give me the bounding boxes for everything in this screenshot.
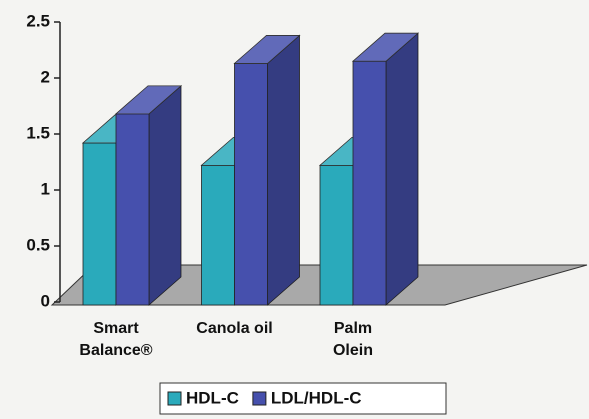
- legend-swatch: [167, 391, 182, 406]
- bar-front: [234, 63, 268, 306]
- y-tick-label: 1: [41, 179, 50, 198]
- x-tick-label: Canola oil: [196, 320, 273, 337]
- x-tick-label: Palm Olein: [332, 320, 373, 359]
- y-tick-label: 0.5: [26, 235, 50, 254]
- bar-top: [233, 35, 301, 64]
- y-tick-label: 2.5: [26, 11, 50, 30]
- legend-swatch: [252, 391, 267, 406]
- y-tick-label: 2: [41, 67, 50, 86]
- bar-front: [82, 142, 117, 306]
- y-tick-label: 1.5: [26, 123, 50, 142]
- bar-side-shade: [149, 85, 181, 305]
- bar-top-light: [353, 33, 418, 62]
- floor: [50, 264, 588, 306]
- bar-front: [319, 164, 354, 306]
- bar-front: [352, 60, 387, 306]
- legend-label: LDL/HDL-C: [271, 388, 362, 407]
- bar: [351, 32, 420, 306]
- bar: [233, 34, 301, 306]
- bar: [114, 84, 183, 306]
- bar-top-light: [116, 85, 181, 114]
- y-tick-label: 0: [41, 291, 50, 310]
- bar-front: [115, 113, 150, 306]
- bar-top: [114, 85, 183, 115]
- x-tick-label: Smart Balance®: [79, 320, 153, 359]
- bar-top-light: [234, 35, 300, 64]
- legend: [159, 382, 447, 415]
- legend-label: HDL-C: [186, 388, 239, 407]
- bar-front: [201, 164, 235, 306]
- bar-side-shade: [267, 35, 300, 305]
- bar-side-shade: [386, 33, 418, 305]
- bar-top: [351, 32, 420, 62]
